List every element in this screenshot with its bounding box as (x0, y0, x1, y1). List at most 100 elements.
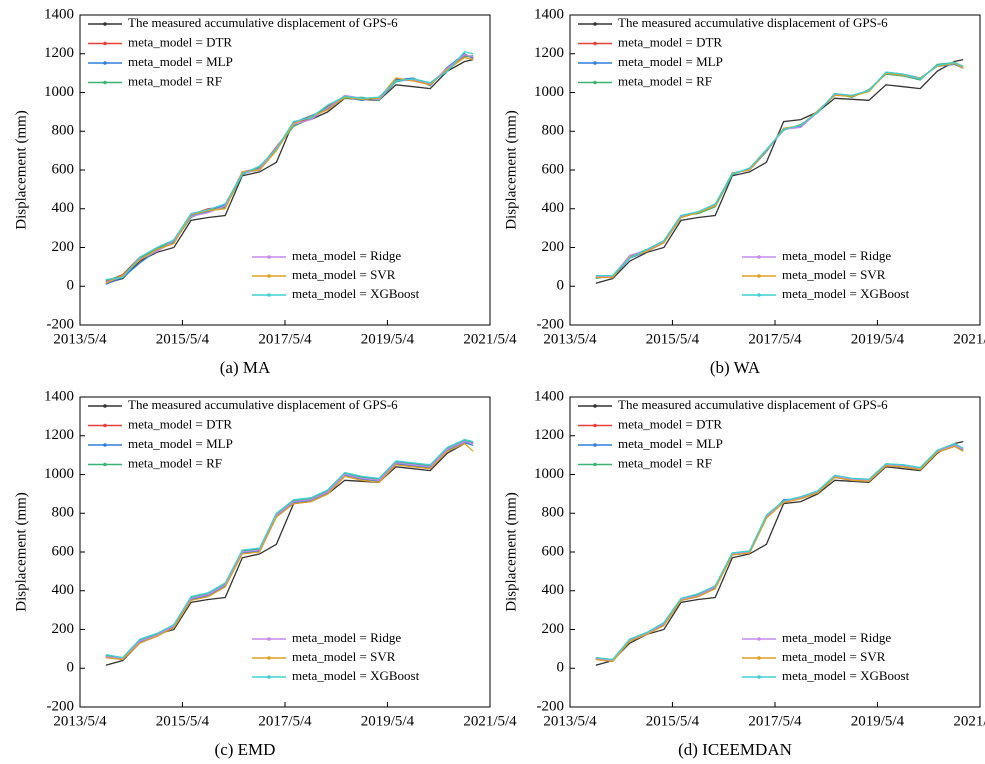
legend-label: meta_model = XGBoost (292, 668, 420, 683)
series-line (105, 58, 474, 284)
y-tick-label: 1200 (534, 427, 564, 443)
legend-marker (103, 41, 107, 46)
y-tick-label: 0 (557, 660, 565, 676)
series-line (595, 444, 964, 662)
x-tick-label: 2015/5/4 (646, 331, 700, 347)
legend-label: meta_model = SVR (782, 267, 886, 282)
y-axis-label: Displacement (mm) (503, 110, 519, 230)
y-tick-label: 400 (542, 200, 565, 216)
y-tick-label: 200 (52, 239, 75, 255)
y-tick-label: 800 (542, 505, 565, 521)
y-tick-label: -200 (537, 698, 565, 714)
series-line (595, 62, 964, 279)
x-tick-label: 2013/5/4 (543, 331, 597, 347)
y-tick-label: 600 (542, 543, 565, 559)
caption: (b) WA (710, 358, 761, 377)
y-tick-label: 800 (52, 505, 75, 521)
legend-marker (103, 22, 107, 26)
x-tick-label: 2021/5/4 (463, 331, 517, 347)
series-line (105, 442, 474, 661)
legend-marker (593, 22, 597, 26)
legend-label: meta_model = Ridge (292, 630, 401, 645)
legend-marker (103, 462, 107, 467)
legend-marker (267, 255, 271, 259)
legend-marker (593, 61, 597, 65)
y-axis-label: Displacement (mm) (13, 110, 29, 230)
series-line (595, 62, 964, 279)
legend-label: meta_model = RF (618, 73, 712, 88)
legend-marker (757, 255, 761, 259)
legend-label: meta_model = Ridge (782, 630, 891, 645)
x-tick-label: 2017/5/4 (748, 713, 802, 729)
series-line (595, 61, 964, 277)
x-tick-label: 2015/5/4 (646, 713, 700, 729)
y-tick-label: 0 (67, 278, 75, 294)
legend-label: meta_model = SVR (292, 267, 396, 282)
legend-marker (757, 675, 761, 679)
y-tick-label: 800 (52, 123, 75, 139)
x-tick-label: 2013/5/4 (53, 331, 107, 347)
legend-marker (103, 61, 107, 65)
y-tick-label: 1400 (44, 388, 74, 404)
series-line (595, 445, 964, 663)
y-tick-label: 1000 (534, 84, 564, 100)
legend-marker (757, 293, 761, 297)
series-line (105, 55, 474, 282)
x-tick-label: 2017/5/4 (258, 713, 312, 729)
x-tick-label: 2019/5/4 (361, 331, 415, 347)
legend-label: meta_model = RF (128, 73, 222, 88)
x-tick-label: 2017/5/4 (748, 331, 802, 347)
y-tick-label: 1200 (534, 45, 564, 61)
x-tick-label: 2019/5/4 (851, 331, 905, 347)
y-tick-label: 1200 (44, 427, 74, 443)
series-line (595, 444, 964, 662)
y-tick-label: 0 (557, 278, 565, 294)
series-line (595, 442, 964, 661)
legend-marker (267, 637, 271, 641)
legend-label: meta_model = Ridge (782, 248, 891, 263)
legend-label: meta_model = DTR (618, 34, 722, 49)
series-line (595, 443, 964, 661)
legend-marker (593, 423, 597, 428)
y-tick-label: 1400 (44, 6, 74, 22)
legend-marker (593, 41, 597, 46)
x-tick-label: 2019/5/4 (361, 713, 415, 729)
series-line (595, 440, 964, 666)
legend-label: The measured accumulative displacement o… (618, 15, 888, 30)
legend-marker (267, 293, 271, 297)
series-line (105, 51, 474, 281)
y-tick-label: 600 (52, 161, 75, 177)
caption: (c) EMD (215, 740, 276, 759)
legend-marker (757, 637, 761, 641)
legend-label: meta_model = DTR (618, 416, 722, 431)
x-tick-label: 2021/5/4 (953, 713, 985, 729)
y-tick-label: 200 (542, 239, 565, 255)
legend-marker (593, 462, 597, 467)
y-tick-label: 400 (542, 582, 565, 598)
legend-marker (103, 423, 107, 428)
y-tick-label: 800 (542, 123, 565, 139)
series-line (105, 439, 474, 659)
x-tick-label: 2013/5/4 (543, 713, 597, 729)
y-tick-label: -200 (47, 698, 75, 714)
legend-marker (103, 80, 107, 85)
legend-label: The measured accumulative displacement o… (128, 397, 398, 412)
y-tick-label: 1200 (44, 45, 74, 61)
legend-label: meta_model = MLP (618, 436, 723, 451)
legend-label: meta_model = RF (128, 455, 222, 470)
series-line (595, 445, 964, 663)
legend-label: meta_model = MLP (128, 436, 233, 451)
x-tick-label: 2015/5/4 (156, 713, 210, 729)
series-line (105, 56, 474, 284)
caption: (a) MA (220, 358, 271, 377)
series-line (595, 62, 964, 278)
y-tick-label: 600 (542, 161, 565, 177)
legend-label: meta_model = XGBoost (782, 286, 910, 301)
y-axis-label: Displacement (mm) (503, 492, 519, 612)
y-tick-label: 1400 (534, 6, 564, 22)
x-tick-label: 2017/5/4 (258, 331, 312, 347)
x-tick-label: 2021/5/4 (463, 713, 517, 729)
legend-label: The measured accumulative displacement o… (128, 15, 398, 30)
y-tick-label: 0 (67, 660, 75, 676)
